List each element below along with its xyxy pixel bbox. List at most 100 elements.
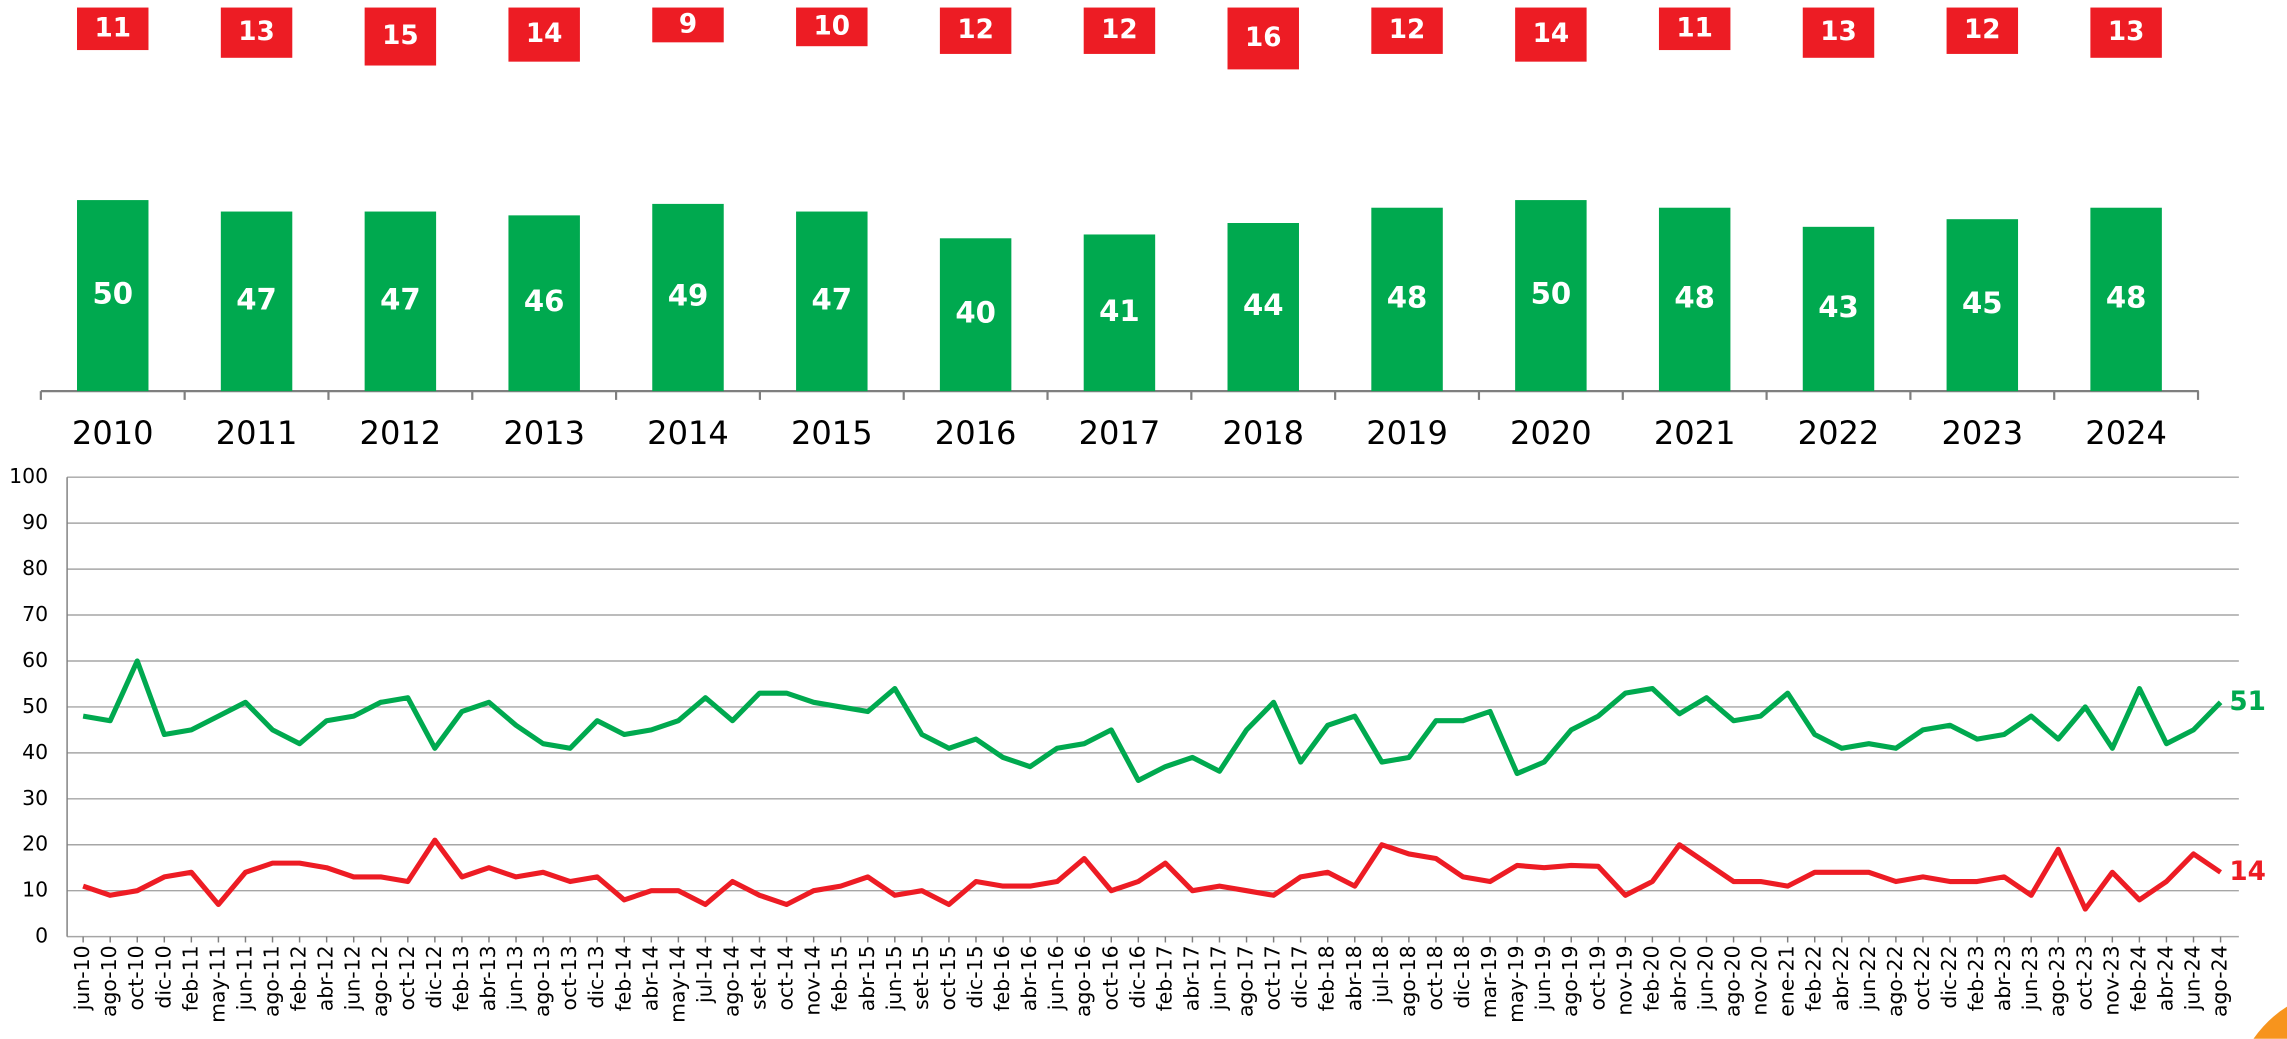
x-tick-label: abr-23 xyxy=(1991,945,2015,1011)
bar-label: 14 xyxy=(526,19,563,49)
bar xyxy=(2090,7,2162,58)
x-tick-label: may-19 xyxy=(1504,945,1528,1022)
bar xyxy=(220,211,293,392)
x-tick-label: jun-24 xyxy=(2181,945,2205,1011)
bar-label: 12 xyxy=(1101,15,1138,45)
y-tick-label: 50 xyxy=(22,694,48,718)
x-tick-label: jun-20 xyxy=(1693,945,1717,1011)
bar xyxy=(1802,226,1875,392)
x-tick-label: 2022 xyxy=(1798,414,1880,452)
x-tick-label: set-14 xyxy=(747,945,771,1010)
x-tick-label: abr-13 xyxy=(476,945,500,1011)
x-tick-label: feb-20 xyxy=(1639,945,1663,1011)
x-tick-label: 2017 xyxy=(1079,414,1161,452)
bar-label: 47 xyxy=(380,282,421,316)
x-tick-label: dic-10 xyxy=(151,945,175,1008)
x-tick-label: jun-22 xyxy=(1856,945,1880,1011)
y-tick-label: 0 xyxy=(35,924,48,948)
bar xyxy=(508,7,580,62)
x-tick-label: feb-18 xyxy=(1315,945,1339,1011)
bar xyxy=(1083,234,1156,392)
x-tick-label: oct-15 xyxy=(936,945,960,1010)
x-tick-label: oct-16 xyxy=(1098,945,1122,1010)
x-tick-label: jul-14 xyxy=(692,945,716,1004)
bar xyxy=(77,7,149,51)
x-tick-label: oct-12 xyxy=(395,945,419,1010)
bar-label: 50 xyxy=(1531,277,1572,311)
x-tick-label: 2011 xyxy=(216,414,298,452)
bar-label: 41 xyxy=(1099,294,1140,328)
bar-label: 49 xyxy=(668,279,709,313)
x-tick-label: ago-19 xyxy=(1558,945,1582,1017)
bar-label: 12 xyxy=(957,15,994,45)
x-tick-label: nov-14 xyxy=(801,945,825,1015)
bar-label: 47 xyxy=(812,282,853,316)
x-tick-label: jun-13 xyxy=(503,945,527,1011)
y-tick-label: 40 xyxy=(22,740,48,764)
y-tick-label: 60 xyxy=(22,648,48,672)
x-tick-label: dic-22 xyxy=(1937,945,1961,1008)
x-tick-label: ago-10 xyxy=(97,945,121,1017)
x-tick-label: abr-14 xyxy=(638,945,662,1011)
x-tick-label: abr-18 xyxy=(1342,945,1366,1011)
x-tick-label: 2012 xyxy=(360,414,442,452)
bar xyxy=(77,200,149,392)
bar xyxy=(652,7,724,43)
x-tick-label: 2015 xyxy=(791,414,873,452)
y-tick-label: 100 xyxy=(9,464,48,488)
x-tick-label: abr-17 xyxy=(1179,945,1203,1011)
x-tick-label: dic-12 xyxy=(422,945,446,1008)
x-tick-label: jun-11 xyxy=(232,945,256,1011)
y-tick-label: 20 xyxy=(22,832,48,856)
x-tick-label: feb-15 xyxy=(828,945,852,1011)
bar xyxy=(364,211,437,392)
x-tick-label: feb-12 xyxy=(287,945,311,1011)
x-tick-label: feb-24 xyxy=(2126,945,2150,1011)
x-tick-label: ago-14 xyxy=(719,945,743,1017)
x-tick-label: abr-15 xyxy=(855,945,879,1011)
x-tick-label: mar-19 xyxy=(1477,945,1501,1018)
bar xyxy=(1371,7,1443,54)
x-tick-label: abr-20 xyxy=(1666,945,1690,1011)
x-tick-label: oct-19 xyxy=(1585,945,1609,1010)
x-tick-label: abr-12 xyxy=(314,945,338,1011)
x-tick-label: ago-17 xyxy=(1234,945,1258,1017)
line xyxy=(82,837,2222,912)
x-tick-label: ago-13 xyxy=(530,945,554,1017)
bar xyxy=(796,211,868,392)
x-tick-label: 2014 xyxy=(647,414,729,452)
bar-label: 48 xyxy=(1674,280,1715,314)
x-tick-label: 2018 xyxy=(1222,414,1304,452)
bar xyxy=(652,203,724,392)
bar xyxy=(1227,7,1299,70)
x-tick-label: 2010 xyxy=(72,414,154,452)
x-tick-label: jun-23 xyxy=(2018,945,2042,1011)
bar-label: 12 xyxy=(1389,15,1426,45)
x-tick-label: jun-17 xyxy=(1206,945,1230,1011)
x-tick-label: ago-18 xyxy=(1396,945,1420,1017)
bar-label: 11 xyxy=(94,13,131,43)
bar-label: 13 xyxy=(2108,17,2145,47)
x-tick-label: jun-16 xyxy=(1044,945,1068,1011)
bar-label: 16 xyxy=(1245,23,1282,53)
x-tick-label: abr-22 xyxy=(1829,945,1853,1011)
bar xyxy=(220,7,293,58)
bar xyxy=(2090,207,2162,392)
x-tick-label: oct-14 xyxy=(774,945,798,1010)
x-tick-label: dic-15 xyxy=(963,945,987,1008)
bar-label: 10 xyxy=(814,11,851,41)
x-tick-label: abr-16 xyxy=(1017,945,1041,1011)
x-tick-label: oct-17 xyxy=(1261,945,1285,1010)
bar xyxy=(939,7,1012,54)
x-tick-label: oct-10 xyxy=(124,945,148,1010)
x-tick-label: may-11 xyxy=(205,945,229,1022)
x-tick-label: ago-16 xyxy=(1071,945,1095,1017)
y-tick-label: 30 xyxy=(22,786,48,810)
bar-label: 40 xyxy=(955,296,996,330)
bar-label: 13 xyxy=(1820,17,1857,47)
bar-label: 48 xyxy=(2106,280,2147,314)
bar-label: 13 xyxy=(238,17,275,47)
x-tick-label: ago-11 xyxy=(260,945,284,1017)
